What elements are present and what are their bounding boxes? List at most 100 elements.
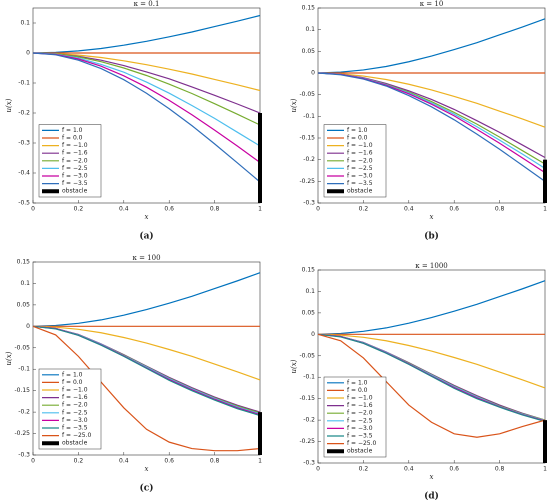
legend-label: f = −1.0	[62, 387, 88, 394]
series-line	[317, 333, 546, 389]
legend-label: f = −1.0	[347, 142, 373, 149]
y-axis-label: u(x)	[5, 351, 13, 365]
y-tick-label: -0.25	[14, 430, 30, 437]
caption: (c)	[140, 483, 154, 494]
x-tick-label: 1	[258, 206, 262, 213]
x-tick-label: 0.6	[449, 466, 459, 473]
x-tick-label: 0.2	[74, 206, 84, 213]
legend-label: f = −3.5	[347, 433, 373, 440]
y-tick-label: 0.05	[302, 309, 316, 316]
y-axis-label: u(x)	[290, 359, 298, 373]
y-tick-label: 0.1	[20, 20, 30, 27]
chart-title: κ = 10	[420, 0, 444, 8]
legend-label: f = −1.6	[347, 402, 373, 409]
legend-label: f = −3.5	[62, 180, 88, 187]
legend-label: f = −3.0	[62, 173, 88, 180]
series-line	[32, 325, 261, 417]
y-tick-label: -0.3	[303, 200, 315, 207]
series-line	[32, 52, 261, 126]
series-line	[317, 280, 546, 335]
series-line	[317, 18, 546, 74]
legend-label: f = −2.0	[62, 402, 88, 409]
y-tick-label: -0.1	[303, 113, 315, 120]
legend-label: obstacle	[62, 440, 88, 447]
x-tick-label: 0.8	[495, 206, 505, 213]
series-line	[32, 52, 261, 183]
legend-label: f = −1.6	[62, 394, 88, 401]
chart-title: κ = 100	[132, 254, 160, 262]
series-line	[32, 52, 261, 147]
legend-label: f = 1.0	[347, 379, 368, 386]
legend-label: f = −2.5	[62, 409, 88, 416]
y-tick-label: 0	[311, 331, 315, 338]
y-tick-label: 0.05	[302, 48, 316, 55]
series-line	[32, 325, 261, 452]
x-tick-label: 1	[543, 466, 547, 473]
y-tick-label: -0.3	[18, 140, 30, 147]
x-tick-label: 0	[316, 466, 320, 473]
legend-label: f = −1.6	[347, 150, 373, 157]
legend-label: f = −3.0	[62, 417, 88, 424]
legend-label: f = 0.0	[62, 135, 83, 142]
y-tick-label: -0.4	[18, 170, 30, 177]
series-line	[32, 52, 261, 92]
y-tick-label: -0.2	[18, 110, 30, 117]
y-tick-label: 0.05	[17, 301, 31, 308]
y-tick-label: -0.2	[18, 409, 30, 416]
x-tick-label: 0.8	[495, 466, 505, 473]
y-tick-label: -0.2	[303, 156, 315, 163]
y-tick-label: 0.15	[17, 259, 31, 266]
x-tick-label: 0.4	[404, 466, 414, 473]
caption: (b)	[424, 231, 439, 242]
legend-label: obstacle	[347, 448, 373, 455]
x-tick-label: 0.4	[404, 206, 414, 213]
legend-label: f = 1.0	[347, 127, 368, 134]
y-tick-label: -0.25	[299, 438, 315, 445]
y-axis-label: u(x)	[5, 98, 13, 112]
chart-title: κ = 1000	[415, 262, 448, 270]
legend-label: f = 0.0	[347, 135, 368, 142]
y-tick-label: -0.05	[299, 352, 315, 359]
y-tick-label: 0.1	[305, 288, 315, 295]
legend-label: f = 0.0	[62, 379, 83, 386]
x-tick-label: 0.2	[74, 458, 84, 465]
series-line	[317, 72, 546, 182]
series-line	[32, 325, 261, 381]
legend-label: f = −2.0	[62, 157, 88, 164]
legend-label: f = 1.0	[62, 127, 83, 134]
legend-label: f = 0.0	[347, 387, 368, 394]
y-tick-label: -0.2	[303, 417, 315, 424]
x-tick-label: 1	[543, 206, 547, 213]
x-axis-label: x	[430, 473, 434, 481]
legend-label: f = −25.0	[347, 440, 377, 447]
y-tick-label: -0.3	[303, 460, 315, 467]
y-tick-label: -0.3	[18, 452, 30, 459]
y-tick-label: -0.25	[299, 178, 315, 185]
y-tick-label: -0.1	[303, 374, 315, 381]
legend-label: f = −1.0	[62, 142, 88, 149]
legend-label: f = −3.0	[347, 173, 373, 180]
x-tick-label: 0.8	[210, 458, 220, 465]
y-tick-label: -0.15	[299, 395, 315, 402]
legend-label: obstacle	[62, 188, 88, 195]
y-tick-label: 0.1	[20, 280, 30, 287]
caption: (d)	[424, 491, 439, 502]
series-line	[32, 14, 261, 54]
x-axis-label: x	[145, 213, 149, 221]
x-tick-label: 0	[316, 206, 320, 213]
x-tick-label: 0.6	[449, 206, 459, 213]
y-tick-label: -0.1	[18, 80, 30, 87]
y-tick-label: -0.1	[18, 366, 30, 373]
x-tick-label: 1	[258, 458, 262, 465]
legend-label: f = −1.6	[62, 150, 88, 157]
x-tick-label: 0.8	[210, 206, 220, 213]
series-line	[317, 333, 546, 422]
y-tick-label: -0.15	[14, 387, 30, 394]
legend-label: f = −2.5	[62, 165, 88, 172]
series-line	[32, 52, 261, 163]
series-line	[317, 72, 546, 128]
legend-label: f = −2.5	[347, 165, 373, 172]
y-tick-label: -0.05	[299, 91, 315, 98]
y-axis-label: u(x)	[290, 98, 298, 112]
